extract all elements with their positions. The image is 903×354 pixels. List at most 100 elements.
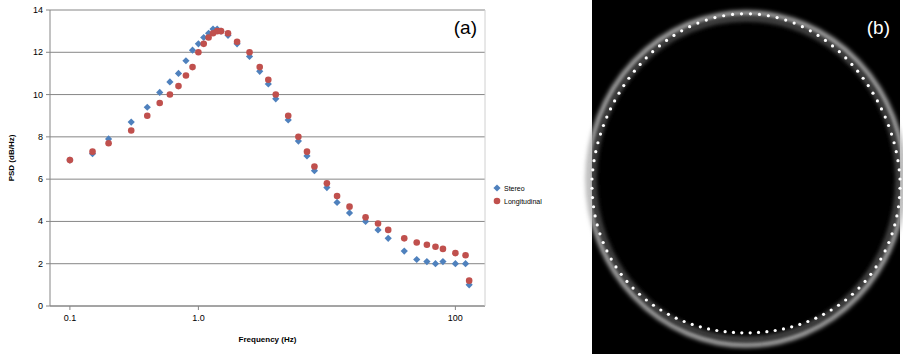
- contour-dot: [844, 56, 847, 59]
- contour-dot: [633, 70, 636, 73]
- point: [189, 64, 196, 71]
- point: [401, 235, 408, 242]
- contour-dot: [758, 13, 761, 16]
- contour-dot: [897, 205, 900, 208]
- legend-label: Longitudinal: [504, 198, 542, 206]
- contour-dot: [645, 298, 648, 301]
- point: [311, 163, 318, 170]
- contour-dot: [798, 323, 801, 326]
- point: [385, 227, 392, 234]
- point: [272, 91, 279, 98]
- contour-dot: [896, 159, 899, 162]
- point: [156, 89, 163, 96]
- point: [195, 49, 202, 56]
- point: [466, 277, 473, 284]
- grid-line: [50, 10, 485, 11]
- grid-line: [50, 263, 485, 264]
- contour-dot: [740, 331, 743, 334]
- contour-dot: [672, 34, 675, 37]
- contour-dot: [880, 107, 883, 110]
- frame-line: [485, 10, 486, 306]
- contour-dot: [732, 331, 735, 334]
- point: [423, 258, 430, 265]
- point: [265, 76, 272, 83]
- contour-dot: [867, 84, 870, 87]
- point: [324, 180, 331, 187]
- tick-mark: [46, 221, 50, 222]
- contour-dot: [884, 116, 887, 119]
- contour-dot: [609, 107, 612, 110]
- contour-dot: [816, 34, 819, 37]
- point: [89, 148, 96, 155]
- contour-dot: [627, 77, 630, 80]
- contour-dot: [658, 44, 661, 47]
- contour-dot: [602, 241, 605, 244]
- point: [462, 260, 469, 267]
- y-axis-title: PSD (dB/Hz): [7, 134, 16, 181]
- contour-dot: [767, 14, 770, 17]
- grid-line: [50, 136, 485, 137]
- contour-dot: [898, 177, 901, 180]
- contour-dot: [592, 159, 595, 162]
- contour-dot: [890, 132, 893, 135]
- contour-dot: [898, 196, 901, 199]
- grid: [46, 10, 485, 306]
- contour-dot: [675, 317, 678, 320]
- point: [144, 104, 151, 111]
- point: [413, 256, 420, 263]
- contour-dot: [757, 331, 760, 334]
- contour-dot: [895, 150, 898, 153]
- tick-label: 2: [38, 259, 43, 269]
- contour-dot: [605, 116, 608, 119]
- contour-dot: [879, 257, 882, 260]
- point: [362, 214, 369, 221]
- point: [334, 193, 341, 200]
- contour-dot: [892, 141, 895, 144]
- point: [225, 30, 232, 37]
- contour-dot: [599, 132, 602, 135]
- contour-dot: [887, 241, 890, 244]
- contour-dot: [713, 16, 716, 19]
- point: [401, 247, 408, 254]
- contour-dot: [715, 329, 718, 332]
- tick-label: 14: [33, 5, 43, 15]
- contour-dot: [665, 39, 668, 42]
- contour-dot: [645, 56, 648, 59]
- legend-label: Stereo: [504, 185, 525, 192]
- contour-dot: [806, 320, 809, 323]
- point: [218, 28, 225, 35]
- contour-dot: [883, 249, 886, 252]
- legend-marker: [493, 184, 500, 191]
- series: [67, 28, 473, 284]
- point: [440, 246, 447, 253]
- tick-label: 12: [33, 47, 43, 57]
- tick-mark: [198, 306, 199, 310]
- contour-dot: [614, 265, 617, 268]
- contour-dot: [622, 84, 625, 87]
- contour-dot: [605, 249, 608, 252]
- contour-dot: [844, 298, 847, 301]
- contour-dot: [598, 232, 601, 235]
- contour-dot: [596, 223, 599, 226]
- point: [175, 83, 182, 90]
- contour-dot: [602, 124, 605, 127]
- point: [432, 260, 439, 267]
- panel-letter: (b): [867, 17, 890, 38]
- tick-mark: [69, 306, 70, 310]
- contour-dot: [591, 196, 594, 199]
- tick-label: 4: [38, 216, 43, 226]
- contour-dot: [893, 223, 896, 226]
- point: [333, 199, 340, 206]
- contour-dot: [749, 331, 752, 334]
- tick-mark: [46, 136, 50, 137]
- point: [234, 38, 241, 45]
- contour-dot: [592, 205, 595, 208]
- contour-dot: [596, 141, 599, 144]
- point: [67, 157, 74, 164]
- tick-label: 0.1: [64, 313, 77, 323]
- point: [285, 112, 292, 119]
- contour-dot: [898, 187, 901, 190]
- contour-dot: [688, 25, 691, 28]
- tick-mark: [46, 10, 50, 11]
- contour-dot: [625, 280, 628, 283]
